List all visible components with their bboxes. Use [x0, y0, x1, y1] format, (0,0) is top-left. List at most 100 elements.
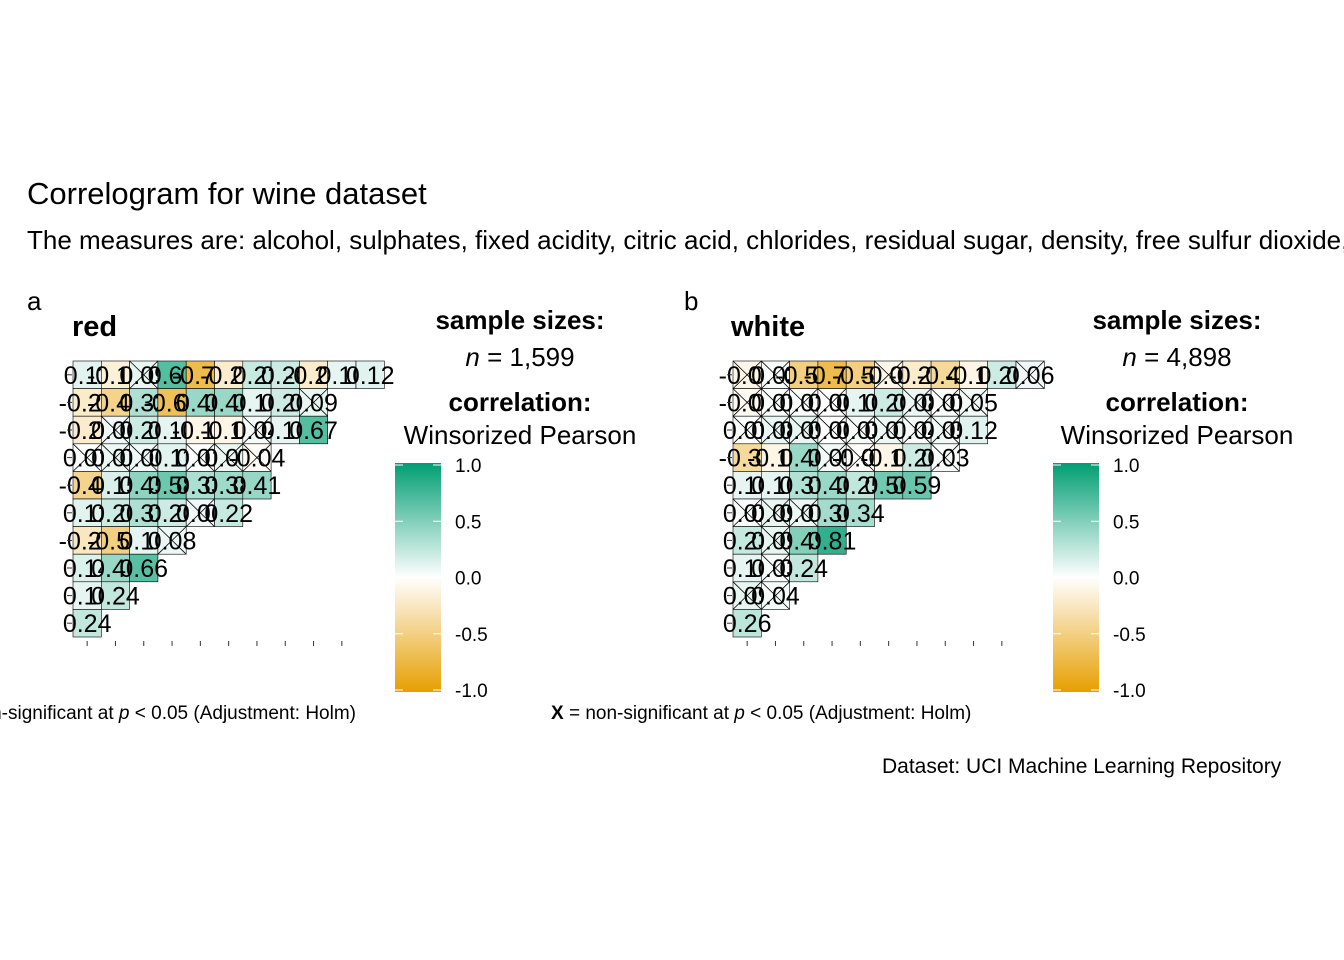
heatmap-cell — [732, 526, 762, 555]
heatmap-cell — [327, 360, 357, 389]
cell-label: 0.24 — [779, 555, 828, 583]
nonsig-cross — [214, 443, 244, 472]
heatmap-cell — [101, 581, 130, 610]
nonsig-cross — [732, 581, 762, 610]
nonsig-cross — [761, 581, 790, 610]
cell-label: 0.24 — [63, 610, 112, 638]
nonsig-cross — [129, 360, 159, 389]
caption-x: X — [551, 703, 564, 724]
heatmap-cell — [157, 415, 187, 445]
heatmap-cell — [817, 498, 847, 527]
legend-tick-label: 1.0 — [455, 456, 481, 477]
cell-label: 0.05 — [949, 389, 998, 417]
legend-tick-label: 0.5 — [455, 512, 481, 533]
nonsig-cross — [930, 443, 960, 472]
heatmap-cell — [789, 443, 819, 472]
caption-white: X = non-significant at p < 0.05 (Adjustm… — [551, 703, 971, 725]
heatmap-cell — [959, 415, 989, 445]
nonsig-cross — [902, 388, 932, 417]
correlation-legend-red: correlation: Winsorized Pearson — [380, 387, 660, 451]
sample-size-n: n — [1122, 342, 1137, 372]
heatmap-cell — [789, 360, 819, 389]
sample-size-n: n — [465, 342, 480, 372]
sample-size-legend-red: sample sizes: n = 1,599 — [410, 305, 630, 373]
correlation-legend-white: correlation: Winsorized Pearson — [1037, 387, 1317, 451]
nonsig-cross — [732, 415, 762, 445]
nonsig-cross — [761, 526, 790, 555]
heatmap-cell — [129, 415, 159, 445]
sample-size-number: = 1,599 — [487, 342, 575, 372]
nonsig-cross — [930, 415, 960, 445]
heatmap-cell — [129, 498, 159, 527]
heatmap-cell — [185, 388, 215, 417]
heatmap-cell — [129, 388, 159, 417]
legend-tick-label: 0.0 — [1113, 569, 1139, 590]
heatmap-cell — [874, 471, 904, 500]
heatmap-cell — [72, 471, 102, 500]
nonsig-cross — [874, 415, 904, 445]
legend-tick-label: -1.0 — [455, 681, 488, 702]
nonsig-cross — [1015, 360, 1045, 389]
heatmap-cell — [72, 581, 102, 610]
cell-label: 0.67 — [289, 417, 338, 445]
heatmap-cell — [214, 498, 244, 527]
cell-label: 0.41 — [233, 472, 282, 500]
caption-suffix: < 0.05 (Adjustment: Holm) — [750, 703, 972, 724]
nonsig-cross — [845, 415, 875, 445]
sample-size-title: sample sizes: — [435, 305, 605, 335]
heatmap-cell — [845, 498, 875, 527]
caption-mid: = non-significant at — [0, 703, 114, 724]
legend-tick-label: 0.0 — [455, 569, 481, 590]
nonsig-cross — [242, 443, 272, 472]
nonsig-cross — [789, 498, 819, 527]
cell-label: 0.06 — [1006, 362, 1055, 390]
cell-label: 0.04 — [751, 583, 800, 611]
legend-tick-label: -1.0 — [1113, 681, 1146, 702]
caption-p: p — [734, 703, 745, 724]
nonsig-cross — [761, 415, 790, 445]
legend-tick-label: 1.0 — [1113, 456, 1139, 477]
cell-label: 0.12 — [346, 362, 395, 390]
heatmap-cell — [845, 360, 875, 389]
nonsig-cross — [959, 388, 988, 417]
nonsig-cross — [902, 415, 932, 445]
nonsig-cross — [242, 415, 272, 445]
heatmap-cell — [101, 553, 130, 583]
heatmap-cell — [101, 388, 130, 417]
heatmap-cell — [732, 471, 762, 500]
heatmap-cell — [789, 526, 819, 555]
nonsig-cross — [845, 443, 875, 472]
caption-red: X = non-significant at p < 0.05 (Adjustm… — [0, 703, 356, 725]
cell-label: 0.12 — [949, 417, 998, 445]
panel-title-white: white — [731, 311, 806, 343]
heatmap-cell — [157, 360, 187, 389]
heatmap-cell — [72, 526, 102, 555]
legend-tick-label: 0.5 — [1113, 512, 1139, 533]
heatmap-cell — [270, 388, 300, 417]
sample-size-number: = 4,898 — [1144, 342, 1232, 372]
heatmap-cell — [129, 471, 159, 500]
chart-title: Correlogram for wine dataset — [27, 176, 427, 211]
heatmap-cell — [355, 360, 385, 389]
heatmap-cell — [185, 415, 215, 445]
nonsig-cross — [732, 388, 762, 417]
correlation-method: Winsorized Pearson — [1060, 420, 1294, 450]
nonsig-cross — [732, 498, 762, 527]
heatmap-cell — [789, 471, 819, 500]
caption-mid: = non-significant at — [568, 703, 729, 724]
nonsig-cross — [299, 388, 328, 417]
heatmap-cell — [817, 526, 847, 555]
nonsig-cross — [732, 360, 762, 389]
sample-size-value: n = 1,599 — [410, 342, 630, 373]
caption-suffix: < 0.05 (Adjustment: Holm) — [134, 703, 356, 724]
nonsig-cross — [761, 498, 790, 527]
nonsig-cross — [874, 360, 904, 389]
heatmap-cell — [185, 471, 215, 500]
heatmap-cell — [299, 360, 328, 389]
heatmap-cell — [902, 443, 932, 472]
heatmap-cell — [242, 471, 272, 500]
nonsig-cross — [129, 443, 159, 472]
heatmap-cell — [72, 609, 102, 638]
heatmap-cell — [817, 471, 847, 500]
sample-size-legend-white: sample sizes: n = 4,898 — [1067, 305, 1287, 373]
